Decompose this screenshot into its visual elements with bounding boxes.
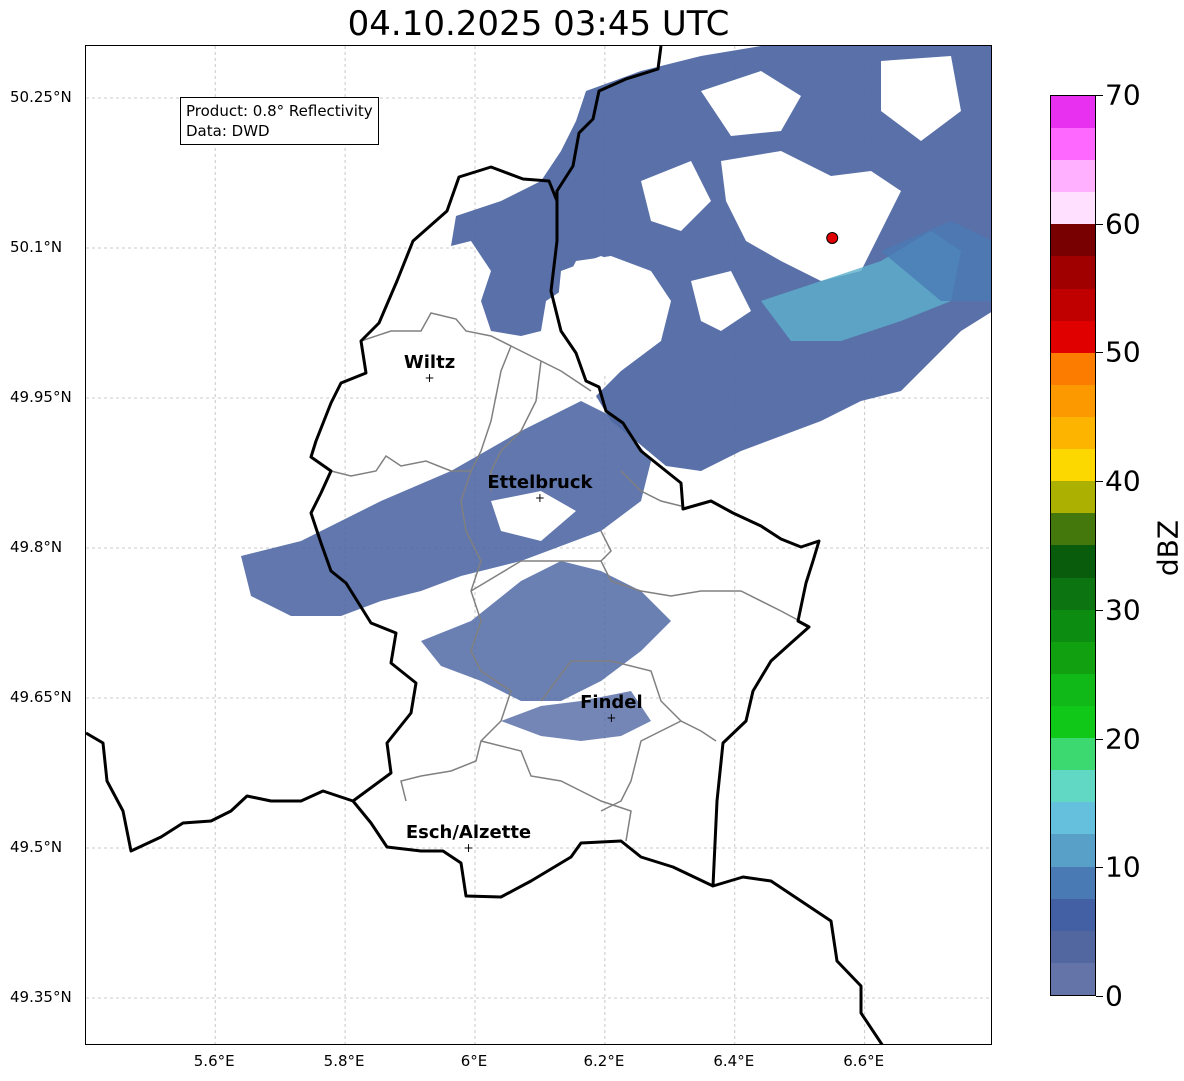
- colorbar-swatch: [1051, 770, 1095, 803]
- radar-echoes: [241, 46, 991, 741]
- colorbar-swatch: [1051, 288, 1095, 321]
- lon-tick-label: 5.6°E: [193, 1052, 235, 1070]
- lon-tick-label: 5.8°E: [323, 1052, 365, 1070]
- data-source-label: Data: DWD: [186, 122, 270, 140]
- lat-tick-label: 49.95°N: [10, 388, 72, 406]
- city-label: Ettelbruck: [487, 472, 593, 493]
- colorbar-tick: [1096, 738, 1103, 740]
- lon-tick-label: 6°E: [460, 1052, 488, 1070]
- radar-map: + Wiltz + Ettelbruck + Findel + Esch/Alzette Pr…: [85, 45, 992, 1045]
- info-box: Product: 0.8° Reflectivity Data: DWD: [180, 97, 379, 145]
- colorbar-swatch: [1051, 384, 1095, 418]
- colorbar-tick: [1096, 996, 1103, 997]
- lon-tick-label: 6.4°E: [713, 1052, 755, 1070]
- echo-gap: [556, 256, 661, 381]
- echo-gap: [881, 56, 961, 141]
- colorbar-tick-label: 10: [1105, 850, 1141, 884]
- colorbar-swatch: [1051, 641, 1095, 674]
- lon-tick-label: 6.2°E: [583, 1052, 625, 1070]
- colorbar-swatch: [1051, 866, 1095, 899]
- city-label: Wiltz: [404, 352, 455, 373]
- city-marker-icon: +: [535, 491, 545, 505]
- colorbar-swatch: [1051, 930, 1095, 963]
- echo-south-band: [421, 561, 671, 701]
- colorbar-tick-label: 30: [1105, 593, 1141, 627]
- colorbar-swatch: [1051, 128, 1095, 161]
- city-marker-icon: +: [425, 371, 435, 385]
- colorbar-swatch: [1051, 706, 1095, 739]
- lon-tick-label: 6.6°E: [843, 1052, 885, 1070]
- colorbar-swatch: [1051, 834, 1095, 867]
- colorbar-tick: [1096, 609, 1103, 611]
- colorbar-swatch: [1051, 160, 1095, 193]
- city-label: Esch/Alzette: [406, 822, 531, 843]
- colorbar-tick-label: 20: [1105, 722, 1141, 756]
- lat-tick-label: 49.8°N: [10, 538, 63, 556]
- city-marker-icon: +: [463, 841, 473, 855]
- country-borders: [86, 46, 884, 1044]
- colorbar-swatch: [1051, 417, 1095, 450]
- lat-tick-label: 49.5°N: [10, 838, 63, 856]
- colorbar-swatch: [1051, 352, 1095, 385]
- colorbar-swatch: [1051, 898, 1095, 931]
- lat-tick-label: 50.25°N: [10, 88, 72, 106]
- colorbar-swatch: [1051, 320, 1095, 353]
- colorbar-tick-label: 50: [1105, 335, 1141, 369]
- lat-tick-label: 49.35°N: [10, 988, 72, 1006]
- colorbar-swatch: [1051, 95, 1095, 129]
- echo-northeast: [451, 46, 991, 471]
- colorbar-swatch: [1051, 609, 1095, 642]
- city-label: Findel: [580, 692, 643, 713]
- echo-southwest-band: [241, 401, 651, 616]
- colorbar: [1050, 95, 1096, 996]
- echo-gap: [701, 71, 801, 136]
- colorbar-swatch: [1051, 673, 1095, 707]
- colorbar-label: dBZ: [1151, 519, 1184, 577]
- colorbar-tick-label: 70: [1105, 78, 1141, 112]
- lat-tick-label: 50.1°N: [10, 238, 63, 256]
- city-marker-icon: +: [606, 711, 616, 725]
- map-canvas: +Wiltz+Ettelbruck+Findel+Esch/Alzette: [86, 46, 991, 1044]
- colorbar-tick: [1096, 481, 1103, 483]
- lat-tick-label: 49.65°N: [10, 688, 72, 706]
- colorbar-swatch: [1051, 256, 1095, 289]
- colorbar-swatch: [1051, 192, 1095, 225]
- echo-gap: [691, 271, 751, 331]
- product-label: Product: 0.8° Reflectivity: [186, 102, 373, 120]
- radar-site-marker: [826, 232, 839, 244]
- echo-gap: [491, 491, 576, 541]
- colorbar-tick: [1096, 95, 1103, 96]
- canton-borders: [330, 312, 810, 842]
- colorbar-swatch: [1051, 224, 1095, 257]
- colorbar-tick: [1096, 867, 1103, 869]
- colorbar-swatch: [1051, 577, 1095, 610]
- echo-gap: [721, 151, 901, 281]
- figure-title: 04.10.2025 03:45 UTC: [347, 4, 730, 44]
- colorbar-swatch: [1051, 738, 1095, 771]
- colorbar-swatch: [1051, 481, 1095, 514]
- echo-findel: [501, 691, 651, 741]
- echo-gap: [641, 161, 711, 231]
- colorbar-swatch: [1051, 962, 1095, 995]
- echo-moderate: [881, 221, 991, 301]
- colorbar-swatch: [1051, 545, 1095, 578]
- colorbar-swatch: [1051, 802, 1095, 835]
- city-markers: +Wiltz+Ettelbruck+Findel+Esch/Alzette: [404, 352, 643, 855]
- colorbar-tick: [1096, 223, 1103, 225]
- colorbar-tick-label: 0: [1105, 979, 1123, 1013]
- colorbar-swatch: [1051, 449, 1095, 482]
- colorbar-tick-label: 40: [1105, 464, 1141, 498]
- colorbar-tick: [1096, 352, 1103, 354]
- colorbar-tick-label: 60: [1105, 207, 1141, 241]
- colorbar-swatch: [1051, 513, 1095, 546]
